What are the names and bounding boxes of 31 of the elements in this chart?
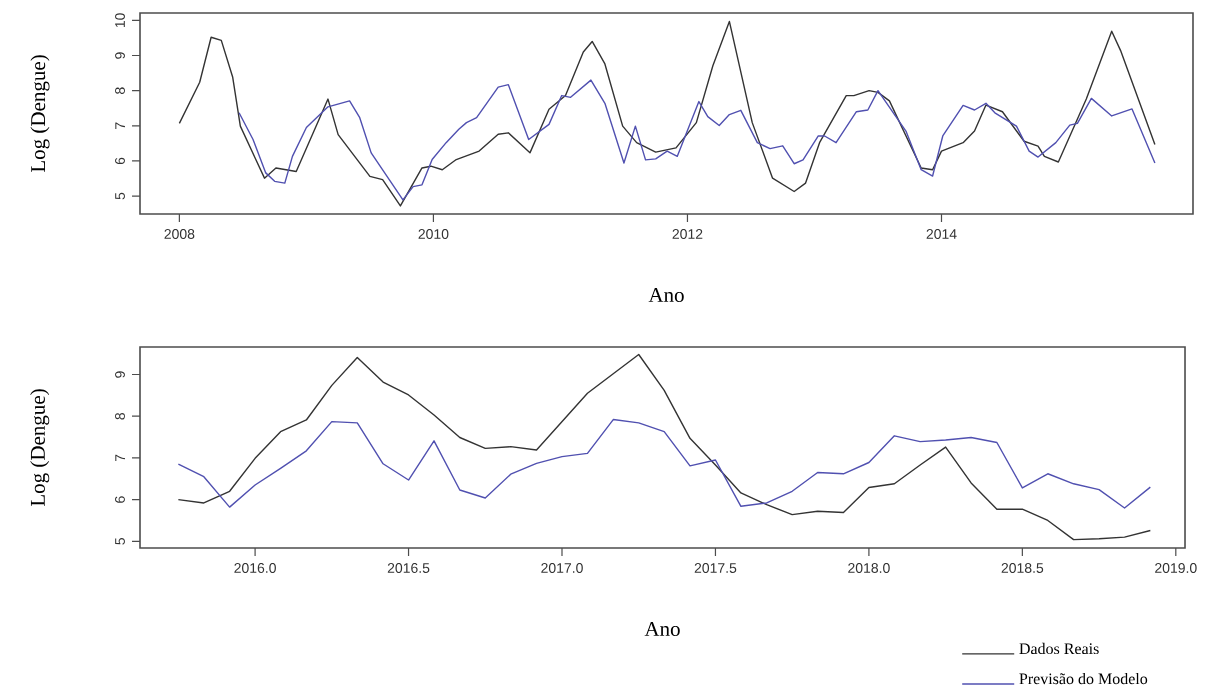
- x-tick-label: 2010: [418, 229, 449, 239]
- y-tick-label: 8: [115, 87, 125, 94]
- x-tick-label: 2008: [164, 229, 195, 239]
- x-axis-title: Ano: [648, 287, 684, 303]
- y-tick-label: 7: [115, 122, 125, 129]
- y-tick-label: 9: [115, 52, 125, 59]
- line-series: [177, 418, 1152, 509]
- y-axis-title: Log (Dengue): [30, 55, 50, 173]
- x-tick-label: 2012: [672, 229, 703, 239]
- x-tick-label: 2017.5: [694, 563, 737, 573]
- y-axis-title: Log (Dengue): [30, 389, 50, 507]
- x-tick-label: 2016.0: [234, 563, 276, 573]
- line-series: [238, 79, 1156, 201]
- x-tick-label: 2017.0: [541, 563, 583, 573]
- y-tick-label: 9: [115, 371, 125, 378]
- y-tick-label: 8: [115, 412, 125, 420]
- legend-label: Previsão do Modelo: [1019, 672, 1148, 685]
- x-axis-title: Ano: [644, 621, 680, 637]
- x-tick-label: 2014: [926, 229, 957, 239]
- x-tick-label: 2019.0: [1155, 563, 1197, 573]
- x-tick-label: 2018.0: [848, 563, 890, 573]
- x-tick-label: 2016.5: [387, 563, 430, 573]
- line-series: [178, 20, 1156, 207]
- legend-label: Dados Reais: [1019, 642, 1099, 655]
- y-tick-label: 7: [115, 454, 125, 462]
- y-tick-label: 10: [115, 13, 125, 28]
- y-tick-label: 6: [115, 496, 125, 503]
- y-tick-label: 5: [115, 192, 125, 200]
- x-tick-label: 2018.5: [1001, 563, 1044, 573]
- y-tick-label: 5: [115, 538, 125, 545]
- y-tick-label: 6: [115, 157, 125, 165]
